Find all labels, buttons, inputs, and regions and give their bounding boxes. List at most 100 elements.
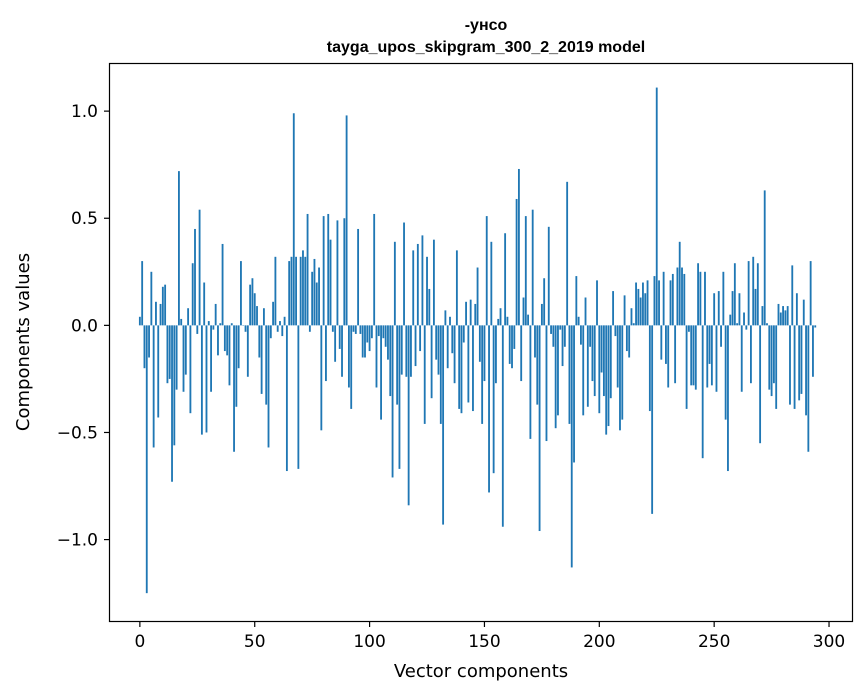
bar-30 [207, 321, 210, 326]
bar-84 [331, 325, 334, 332]
bar-63 [283, 316, 286, 326]
bar-27 [200, 325, 203, 435]
y-tick-label: 0.5 [71, 209, 98, 229]
bar-238 [685, 325, 688, 409]
bar-237 [683, 273, 686, 326]
bar-292 [809, 261, 812, 326]
x-tick-label: 150 [468, 632, 500, 652]
bar-148 [478, 325, 481, 362]
bar-262 [740, 325, 743, 392]
bar-83 [329, 239, 332, 326]
bar-158 [501, 325, 504, 527]
bar-53 [260, 325, 263, 394]
bar-133 [444, 310, 447, 326]
bar-73 [306, 213, 309, 326]
bar-207 [614, 325, 617, 337]
bar-57 [269, 325, 272, 339]
bar-163 [513, 325, 516, 349]
bar-147 [476, 267, 479, 326]
bar-74 [308, 325, 311, 332]
bar-142 [465, 301, 467, 326]
bar-79 [320, 325, 323, 431]
bar-128 [432, 239, 435, 326]
x-tick-label: 50 [244, 632, 266, 652]
y-tick-label: 1.0 [71, 102, 98, 122]
bar-231 [669, 280, 672, 326]
bar-103 [375, 325, 378, 388]
bar-261 [738, 293, 741, 326]
bar-110 [391, 325, 394, 478]
bar-59 [274, 256, 277, 326]
bar-3 [145, 325, 148, 594]
bar-281 [784, 310, 787, 326]
bar-37 [223, 325, 226, 352]
bar-216 [635, 282, 637, 326]
bar-240 [690, 325, 693, 386]
bar-260 [736, 323, 739, 326]
bar-119 [412, 250, 415, 326]
bar-137 [453, 325, 456, 384]
bar-247 [706, 325, 709, 388]
bar-10 [161, 286, 164, 326]
bar-86 [336, 220, 339, 326]
bar-275 [770, 325, 773, 397]
chart-title-line-2: tayga_upos_skipgram_300_2_2019 model [327, 39, 645, 56]
bar-192 [580, 325, 582, 345]
bar-116 [405, 325, 408, 377]
x-tick-label: 200 [583, 632, 615, 652]
bar-194 [584, 297, 587, 326]
bar-143 [467, 325, 470, 403]
bar-31 [210, 325, 212, 392]
bar-171 [531, 209, 534, 326]
bar-50 [253, 293, 256, 326]
bar-276 [772, 325, 775, 384]
bar-33 [214, 303, 217, 326]
bar-294 [814, 325, 817, 328]
bar-129 [435, 325, 438, 360]
bar-186 [566, 181, 569, 326]
bar-149 [481, 325, 484, 424]
bar-243 [697, 263, 700, 326]
bar-181 [554, 325, 557, 429]
bar-175 [540, 303, 543, 326]
bar-250 [713, 293, 716, 326]
bar-257 [729, 314, 732, 326]
bar-204 [607, 325, 610, 427]
bar-135 [449, 316, 451, 326]
bar-241 [692, 325, 695, 386]
bar-234 [676, 267, 679, 326]
bar-270 [759, 325, 762, 444]
bar-155 [495, 325, 497, 384]
bar-187 [568, 325, 571, 424]
bar-78 [318, 267, 320, 326]
bar-210 [621, 325, 624, 420]
bar-91 [347, 325, 350, 388]
bar-132 [442, 325, 445, 525]
bar-235 [678, 241, 681, 326]
bar-127 [430, 325, 433, 399]
bar-165 [517, 168, 520, 326]
bar-69 [297, 325, 300, 469]
bar-117 [407, 325, 410, 506]
bar-109 [389, 325, 392, 397]
bar-282 [786, 306, 789, 326]
bar-114 [400, 325, 403, 375]
x-tick-label: 300 [813, 632, 845, 652]
bar-32 [212, 325, 215, 330]
bar-274 [768, 325, 771, 390]
bar-259 [733, 263, 736, 326]
bar-138 [455, 250, 458, 326]
bar-265 [747, 261, 750, 326]
bar-113 [398, 325, 401, 469]
bar-288 [800, 325, 803, 394]
bar-115 [403, 222, 405, 326]
bar-217 [637, 288, 640, 326]
bar-199 [596, 280, 598, 326]
bar-228 [662, 271, 665, 326]
bar-18 [180, 318, 183, 326]
bar-55 [265, 325, 268, 405]
bar-51 [256, 306, 258, 326]
bar-75 [311, 271, 314, 326]
x-tick-label: 250 [698, 632, 730, 652]
y-tick-label: −1.0 [57, 531, 98, 551]
